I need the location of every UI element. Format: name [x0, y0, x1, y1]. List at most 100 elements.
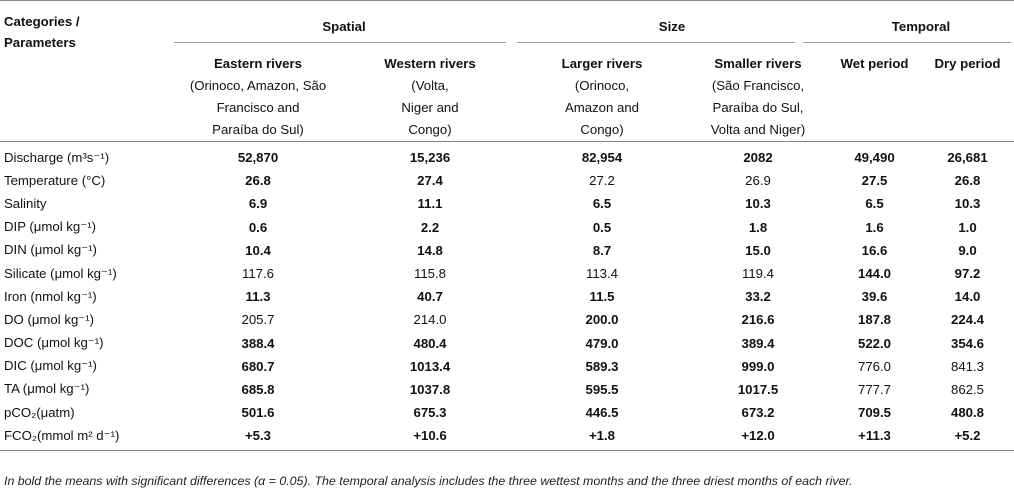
- table-cell: 200.0: [585, 312, 619, 328]
- table-cell: 862.5: [950, 381, 984, 397]
- group-size-label: Size: [658, 19, 686, 34]
- category-label-line1: Categories /: [4, 14, 80, 29]
- table-cell: 10.4: [245, 242, 271, 258]
- table-cell: 39.6: [861, 289, 888, 305]
- table-cell: 6.9: [248, 196, 268, 212]
- table-row: DIC (μmol kg⁻¹) 680.7 1013.4 589.3 999.0 776.…: [0, 355, 1014, 378]
- table-cell: 224.4: [950, 312, 984, 328]
- column-description-line: Volta and Niger): [710, 122, 806, 137]
- table-cell: 446.5: [585, 405, 619, 421]
- table-row: TA (μmol kg⁻¹) 685.8 1037.8 595.5 1017.5 777.…: [0, 378, 1014, 401]
- table-cell: 119.4: [741, 266, 775, 282]
- category-header: Categories / Parameters: [0, 0, 172, 53]
- parameter-label: Discharge (m³s⁻¹): [4, 149, 110, 165]
- column-header: Western rivers (Volta, Niger and Congo): [344, 53, 516, 142]
- table-cell: 16.6: [861, 242, 888, 258]
- table-cell: +5.2: [921, 424, 1014, 452]
- table-cell: 685.8: [241, 381, 275, 397]
- table-row: Discharge (m³s⁻¹) 52,870 15,236 82,954 2082 4…: [0, 142, 1014, 170]
- group-temporal: Temporal: [828, 0, 1014, 53]
- table-cell: 15.0: [745, 242, 771, 258]
- category-subheader-empty: [0, 53, 172, 142]
- table-cell: 14.0: [954, 289, 981, 305]
- table-cell: 117.6: [241, 266, 275, 282]
- table-cell: 480.8: [950, 405, 984, 421]
- table-cell: 40.7: [417, 289, 443, 305]
- table-cell: 27.5: [861, 173, 888, 189]
- table-cell: +11.3: [828, 424, 921, 452]
- table-row: FCO₂(mmol m² d⁻¹) +5.3 +10.6 +1.8 +12.0 +11.3…: [0, 424, 1014, 452]
- column-description-line: Amazon and: [564, 100, 640, 115]
- table-cell: 6.5: [865, 196, 884, 212]
- column-name: Western rivers: [384, 56, 476, 71]
- table-cell: 776.0: [857, 358, 891, 374]
- table-cell: 26.8: [954, 173, 981, 189]
- table-cell: 354.6: [950, 335, 984, 351]
- column-header: Smaller rivers (São Francisco, Paraíba do …: [688, 53, 828, 142]
- table-cell: 501.6: [241, 405, 275, 421]
- table-cell: 479.0: [585, 335, 619, 351]
- table-cell: 709.5: [857, 405, 891, 421]
- column-name: Wet period: [840, 56, 909, 71]
- table-cell: 11.3: [245, 289, 271, 305]
- column-name: Dry period: [934, 56, 1001, 71]
- parameter-label: pCO₂(μatm): [4, 405, 75, 421]
- table-cell: 0.6: [248, 219, 268, 235]
- table-body: Discharge (m³s⁻¹) 52,870 15,236 82,954 2082 4…: [0, 142, 1014, 452]
- spatial-underline: [174, 42, 506, 43]
- table-cell: 14.8: [417, 242, 443, 258]
- column-description-line: (Orinoco, Amazon, São: [189, 78, 327, 93]
- table-cell: 115.8: [413, 266, 447, 282]
- table-cell: 1013.4: [409, 358, 451, 374]
- group-spatial: Spatial: [172, 0, 516, 53]
- column-name: Eastern rivers: [214, 56, 302, 71]
- parameter-label: DOC (μmol kg⁻¹): [4, 335, 104, 351]
- footnote: In bold the means with significant diffe…: [4, 474, 853, 488]
- table-cell: 26,681: [947, 150, 988, 166]
- table-cell: 187.8: [857, 312, 891, 328]
- table-cell: 2082: [743, 150, 773, 166]
- table-cell: 680.7: [241, 358, 275, 374]
- table-cell: 97.2: [954, 266, 981, 282]
- table-cell: 522.0: [857, 335, 891, 351]
- parameter-label: DIP (μmol kg⁻¹): [4, 219, 96, 235]
- column-header-row: Eastern rivers (Orinoco, Amazon, São Franc…: [0, 53, 1014, 142]
- table-cell: 777.7: [857, 381, 891, 397]
- table-cell: 11.1: [417, 196, 443, 212]
- table-cell: 480.4: [413, 335, 447, 351]
- table-cell: +12.0: [688, 424, 828, 452]
- table-cell: 49,490: [854, 150, 895, 166]
- table-cell: 675.3: [413, 405, 447, 421]
- table-cell: 589.3: [585, 358, 619, 374]
- table-cell: 0.5: [592, 219, 612, 235]
- parameter-label: Temperature (°C): [4, 173, 106, 189]
- table-cell: 216.6: [741, 312, 775, 328]
- data-table: Categories / Parameters Spatial Size Tem…: [0, 0, 1014, 452]
- table-cell: 214.0: [413, 312, 447, 328]
- column-description-line: Congo): [408, 122, 452, 137]
- column-description-line: Paraíba do Sul): [212, 122, 304, 137]
- table-cell: 1037.8: [409, 381, 451, 397]
- table-cell: 26.9: [745, 173, 771, 189]
- table-cell: 205.7: [241, 312, 275, 328]
- column-description-line: Congo): [580, 122, 624, 137]
- table-cell: +1.8: [516, 424, 688, 452]
- column-name: Smaller rivers: [714, 56, 802, 71]
- table-cell: 673.2: [741, 405, 775, 421]
- table-cell: 1.0: [958, 219, 977, 235]
- table-cell: +10.6: [344, 424, 516, 452]
- table-cell: 389.4: [741, 335, 775, 351]
- parameter-label: DIN (μmol kg⁻¹): [4, 242, 97, 258]
- column-description-line: Paraíba do Sul,: [712, 100, 804, 115]
- table-cell: 595.5: [585, 381, 619, 397]
- table-cell: 144.0: [857, 266, 891, 282]
- table-row: DIN (μmol kg⁻¹) 10.4 14.8 8.7 15.0 16.6 9.0: [0, 239, 1014, 262]
- table-cell: 1017.5: [737, 381, 779, 397]
- group-size: Size: [516, 0, 828, 53]
- parameter-label: Silicate (μmol kg⁻¹): [4, 265, 117, 281]
- table-cell: 27.2: [589, 173, 615, 189]
- size-underline: [517, 42, 795, 43]
- table-cell: 10.3: [954, 196, 981, 212]
- table-row: DOC (μmol kg⁻¹) 388.4 480.4 479.0 389.4 522.0…: [0, 332, 1014, 355]
- column-description-line: (Orinoco,: [574, 78, 630, 93]
